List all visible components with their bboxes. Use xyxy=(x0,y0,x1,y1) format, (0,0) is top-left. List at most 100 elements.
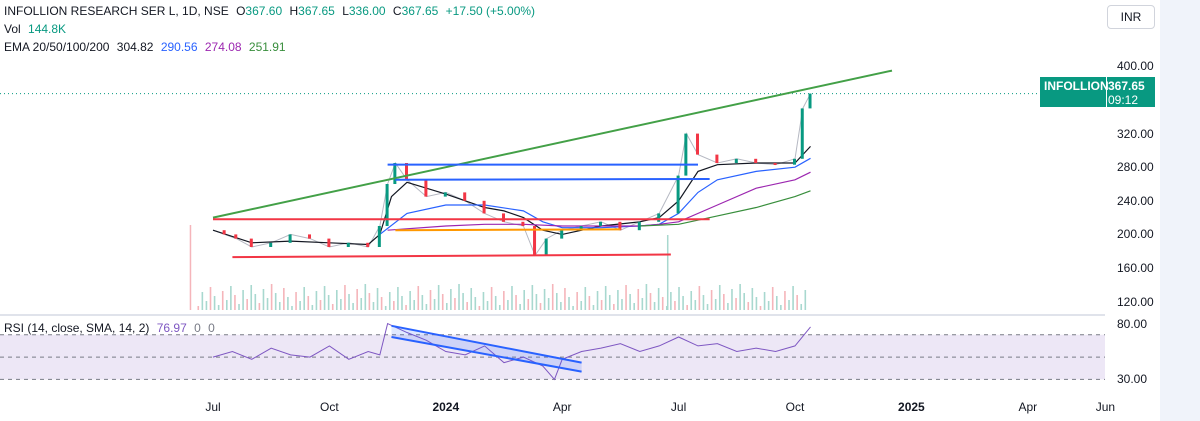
volume-bar xyxy=(344,285,346,310)
volume-bar xyxy=(454,298,456,310)
volume-bar xyxy=(307,296,310,310)
volume-bar xyxy=(759,306,762,310)
volume-bar xyxy=(718,285,721,310)
volume-bar xyxy=(291,306,293,310)
volume-bar xyxy=(572,306,574,310)
price-tick-label: 400.00 xyxy=(1117,59,1154,74)
price-tick-label: 200.00 xyxy=(1117,227,1154,242)
volume-bar xyxy=(437,285,440,310)
volume-bar xyxy=(372,302,375,310)
ema200-value: 251.91 xyxy=(248,40,286,54)
volume-bar xyxy=(608,295,611,310)
volume-bar xyxy=(714,299,717,310)
trendline-red-lower xyxy=(232,253,671,259)
volume-bar xyxy=(299,301,301,310)
time-tick-label: Apr xyxy=(552,400,572,414)
volume-value: 144.8K xyxy=(28,22,67,36)
candle xyxy=(800,108,804,159)
volume-bar xyxy=(543,289,546,310)
volume-bar xyxy=(539,303,542,310)
volume-bar xyxy=(425,304,428,310)
symbol-title[interactable]: INFOLLION RESEARCH SER L, 1D, NSE xyxy=(4,4,229,18)
volume-bar xyxy=(535,294,538,310)
price-tag-price: 367.65 xyxy=(1108,79,1145,93)
volume-bar xyxy=(388,292,391,310)
volume-bar xyxy=(674,301,676,310)
volume-bar xyxy=(201,292,204,310)
price-tick-label: 240.00 xyxy=(1117,193,1154,208)
volume-bar xyxy=(478,306,481,310)
last-price-tag xyxy=(1040,77,1155,107)
volume-bar xyxy=(588,296,591,310)
ema-label[interactable]: EMA 20/50/100/200 xyxy=(4,40,110,54)
rsi-label[interactable]: RSI (14, close, SMA, 14, 2) xyxy=(4,321,150,335)
volume-bar xyxy=(221,291,224,310)
ema20-value: 304.82 xyxy=(116,40,154,54)
volume-bar xyxy=(340,299,342,310)
volume-bar xyxy=(686,305,688,310)
volume-bar xyxy=(621,299,623,310)
volume-bar xyxy=(780,305,782,310)
rsi-legend: RSI (14, close, SMA, 14, 2) 76.97 0 0 xyxy=(4,321,219,335)
volume-bar xyxy=(792,286,794,310)
volume-bar xyxy=(702,295,705,310)
trendline-green-rising xyxy=(212,69,893,219)
volume-bar xyxy=(568,297,570,310)
high-label: H xyxy=(289,4,299,18)
volume-bar xyxy=(682,296,684,310)
volume-bar xyxy=(767,301,770,310)
volume-bar xyxy=(670,292,672,310)
rsi-tick-label: 30.00 xyxy=(1117,372,1148,387)
volume-bar xyxy=(755,297,758,310)
series-ema-200 xyxy=(639,190,811,227)
series-close xyxy=(212,93,811,257)
candle xyxy=(269,242,273,247)
volume-bar xyxy=(335,290,338,310)
candle xyxy=(637,221,641,231)
candle xyxy=(234,234,238,239)
candle xyxy=(754,158,758,163)
time-tick-label: 2024 xyxy=(432,400,460,414)
chart-canvas[interactable] xyxy=(0,0,1160,421)
price-tick-label: 120.00 xyxy=(1117,294,1154,309)
currency-selector[interactable]: INR xyxy=(1107,5,1155,29)
volume-bar xyxy=(751,288,754,310)
volume-bar xyxy=(498,305,501,310)
candle xyxy=(715,154,719,163)
ema50-value: 290.56 xyxy=(160,40,198,54)
volume-bar xyxy=(698,286,701,310)
volume-bar xyxy=(319,300,322,310)
rsi-channel-fill xyxy=(391,325,582,372)
volume-bar xyxy=(771,287,774,310)
candle xyxy=(366,242,370,247)
volume-label[interactable]: Vol xyxy=(4,22,21,36)
trendline-rsi-upper xyxy=(391,324,582,364)
volume-bar xyxy=(641,298,644,310)
volume-bar xyxy=(323,286,326,310)
candle xyxy=(443,192,447,197)
volume-bar xyxy=(788,300,790,310)
volume-bar xyxy=(441,294,444,310)
volume-bar xyxy=(311,305,314,310)
volume-bar xyxy=(747,302,750,310)
volume-bar xyxy=(250,285,253,310)
volume-bar xyxy=(327,295,330,310)
volume-bar xyxy=(735,298,737,310)
volume-bar xyxy=(238,304,240,310)
trendline-blue-mid xyxy=(395,177,710,181)
time-tick-label: Oct xyxy=(320,400,339,414)
volume-bar xyxy=(743,293,745,310)
volume-legend: Vol 144.8K xyxy=(4,22,70,36)
volume-bar xyxy=(727,303,729,310)
volume-bar xyxy=(596,291,599,310)
volume-bar xyxy=(523,290,525,310)
volume-bar xyxy=(645,284,648,310)
trendline-rsi-lower xyxy=(391,335,582,373)
time-tick-label: 2025 xyxy=(898,400,925,414)
time-tick-label: Jul xyxy=(670,400,687,414)
candle xyxy=(696,133,699,155)
volume-bar xyxy=(576,292,578,310)
volume-bar xyxy=(384,306,387,310)
volume-bar xyxy=(564,288,566,310)
price-tick-label: 280.00 xyxy=(1117,160,1154,175)
